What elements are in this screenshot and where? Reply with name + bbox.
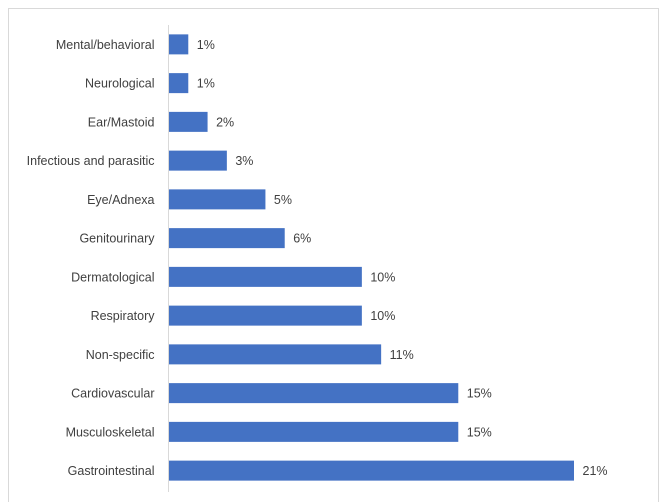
category-label: Dermatological [71, 270, 154, 284]
value-label: 10% [370, 309, 395, 323]
category-label: Eye/Adnexa [87, 193, 154, 207]
value-label: 21% [583, 464, 608, 478]
value-labels: 1% 1% 2% 3% 5% 6% 10% 10% 11% 15% 15% 21% [197, 38, 608, 478]
bar-mental-behavioral [169, 34, 189, 55]
bars-group [169, 34, 574, 481]
value-label: 10% [370, 270, 395, 284]
category-label: Ear/Mastoid [88, 115, 155, 129]
category-label: Infectious and parasitic [27, 154, 155, 168]
category-label: Musculoskeletal [66, 425, 155, 439]
bar-musculoskeletal [169, 421, 459, 442]
bar-non-specific [169, 344, 382, 365]
category-labels: Mental/behavioral Neurological Ear/Mastoid… [27, 38, 156, 478]
category-label: Mental/behavioral [56, 38, 155, 52]
bar-ear-mastoid [169, 111, 208, 132]
bar-dermatological [169, 266, 362, 287]
value-label: 1% [197, 38, 215, 52]
value-label: 1% [197, 77, 215, 91]
category-label: Genitourinary [79, 232, 155, 246]
bar-cardiovascular [169, 383, 459, 404]
category-label: Non-specific [86, 348, 155, 362]
value-label: 3% [235, 154, 253, 168]
bar-respiratory [169, 305, 362, 326]
bar-neurological [169, 73, 189, 94]
value-label: 5% [274, 193, 292, 207]
category-label: Cardiovascular [71, 387, 154, 401]
category-label: Respiratory [91, 309, 156, 323]
value-label: 15% [467, 425, 492, 439]
value-label: 6% [293, 232, 311, 246]
value-label: 11% [390, 348, 414, 362]
bar-genitourinary [169, 228, 285, 249]
category-label: Gastrointestinal [68, 464, 155, 478]
category-label: Neurological [85, 77, 154, 91]
bar-infectious-and-parasitic [169, 150, 227, 171]
bar-eye-adnexa [169, 189, 266, 210]
bar-gastrointestinal [169, 460, 574, 481]
value-label: 15% [467, 387, 492, 401]
value-label: 2% [216, 115, 234, 129]
